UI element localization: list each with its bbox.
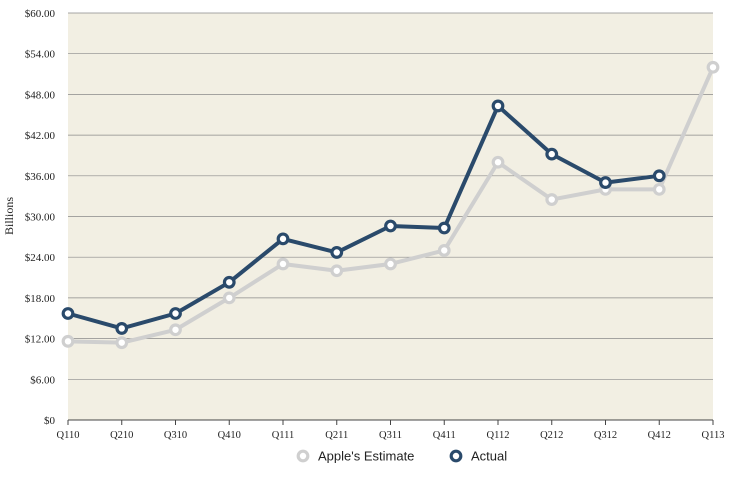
data-point-apple-s-estimate (61, 334, 75, 348)
data-point-actual (61, 307, 75, 320)
x-tick-label: Q311 (379, 430, 402, 441)
series-line-actual (66, 103, 662, 331)
legend-label-actual: Actual (471, 449, 507, 464)
data-point-actual (545, 147, 559, 161)
x-tick-label: Q211 (325, 430, 348, 441)
x-tick-label: Q312 (594, 430, 617, 441)
x-tick-label: Q113 (702, 430, 725, 441)
y-axis-tick-labels: $0 $6.00 $12.00 $18.00 $24.00 $30.00 $36.00 $42… (25, 8, 56, 427)
y-tick-label: $0 (44, 415, 56, 427)
data-point-actual (222, 275, 236, 289)
y-tick-label: $24.00 (25, 252, 56, 264)
grid-lines (68, 12, 713, 421)
y-axis-label: Billions (2, 197, 16, 235)
data-point-apple-s-estimate (706, 60, 720, 74)
data-point-actual (115, 322, 129, 335)
legend-marker-apple-s-estimate (296, 449, 310, 463)
legend: Apple's Estimate Actual (296, 449, 507, 464)
x-tick-label: Q411 (433, 430, 456, 441)
data-point-apple-s-estimate (545, 193, 559, 206)
series-lines (61, 60, 720, 350)
data-point-apple-s-estimate (491, 155, 505, 169)
x-tick-label: Q412 (648, 430, 671, 441)
data-point-actual (169, 307, 182, 320)
y-tick-label: $30.00 (25, 212, 56, 224)
x-tick-label: Q112 (487, 430, 510, 441)
data-point-apple-s-estimate (330, 264, 344, 278)
data-point-apple-s-estimate (169, 323, 182, 337)
data-point-apple-s-estimate (652, 182, 666, 196)
data-point-apple-s-estimate (115, 336, 129, 350)
y-tick-label: $36.00 (25, 171, 56, 183)
x-tick-label: Q111 (272, 430, 295, 441)
y-tick-label: $12.00 (25, 334, 56, 346)
data-point-actual (599, 176, 612, 189)
data-point-apple-s-estimate (437, 244, 451, 257)
data-point-actual (491, 99, 505, 113)
data-point-apple-s-estimate (222, 291, 236, 305)
data-point-apple-s-estimate (276, 257, 290, 271)
data-point-actual (330, 246, 344, 259)
x-tick-label: Q212 (540, 430, 563, 441)
data-point-apple-s-estimate (384, 257, 397, 271)
y-tick-label: $6.00 (30, 374, 55, 386)
x-tick-label: Q210 (110, 430, 133, 441)
y-tick-label: $48.00 (25, 89, 56, 101)
x-tick-label: Q310 (164, 430, 187, 441)
y-tick-label: $42.00 (25, 130, 56, 142)
legend-marker-actual (449, 449, 463, 463)
y-tick-label: $54.00 (25, 49, 56, 61)
y-tick-label: $60.00 (25, 8, 56, 20)
data-point-actual (384, 219, 397, 233)
data-point-actual (276, 232, 290, 246)
x-axis-tick-labels: Q110 Q210 Q310 Q410 Q111 Q211 Q311 Q411 Q112 Q212… (57, 420, 725, 441)
x-tick-label: Q110 (57, 430, 80, 441)
data-point-actual (437, 221, 451, 235)
x-tick-label: Q410 (218, 430, 241, 441)
legend-label-apple-s-estimate: Apple's Estimate (318, 449, 414, 464)
data-point-actual (652, 169, 666, 183)
y-tick-label: $18.00 (25, 293, 56, 305)
